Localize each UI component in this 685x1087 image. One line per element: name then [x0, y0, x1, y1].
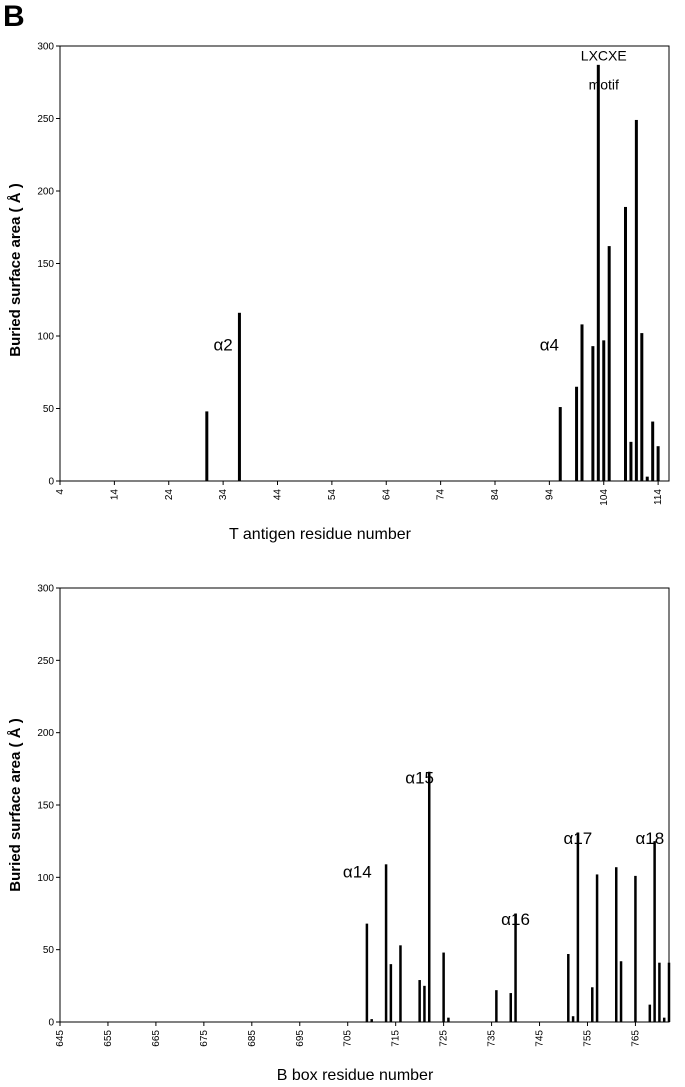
- x-axis-title: T antigen residue number: [229, 526, 412, 543]
- bar: [619, 961, 623, 1022]
- bar: [667, 962, 671, 1022]
- chart-t-antigen: Buried surface area ( Å ) T antigen resi…: [7, 42, 670, 543]
- y-axis-title: Buried surface area ( Å ): [7, 718, 24, 891]
- bar: [615, 867, 618, 1022]
- y-tick-label: 200: [37, 728, 54, 739]
- bar: [651, 421, 655, 481]
- bar: [596, 64, 600, 481]
- annotation-label: α2: [213, 336, 232, 355]
- bar: [580, 324, 584, 481]
- x-tick-label: 655: [103, 1030, 114, 1047]
- bar: [370, 1019, 373, 1022]
- annotation-label: α17: [564, 829, 593, 848]
- bar: [514, 913, 517, 1022]
- bar: [418, 980, 421, 1022]
- bar: [567, 954, 570, 1022]
- x-tick-label: 64: [381, 489, 392, 501]
- x-tick-label: 645: [55, 1030, 66, 1047]
- bar: [427, 771, 431, 1022]
- annotation-label: α4: [540, 336, 559, 355]
- bar: [653, 841, 656, 1022]
- y-tick-label: 250: [37, 114, 54, 125]
- bar: [607, 246, 611, 481]
- bar: [645, 476, 649, 481]
- y-axis-title: Buried surface area ( Å ): [7, 183, 24, 356]
- bar: [591, 987, 594, 1022]
- annotation-label: motif: [589, 77, 619, 93]
- y-tick-label: 300: [37, 42, 54, 53]
- bar: [442, 952, 445, 1022]
- bar: [389, 964, 393, 1022]
- bar: [624, 206, 627, 481]
- x-tick-label: 735: [487, 1030, 498, 1047]
- x-tick-label: 765: [630, 1030, 641, 1047]
- x-tick-label: 54: [327, 489, 338, 501]
- annotation-label: α15: [405, 768, 434, 787]
- bar: [634, 119, 638, 481]
- chart-b-box: Buried surface area ( Å ) B box residue …: [7, 584, 671, 1084]
- x-tick-label: 74: [436, 489, 447, 501]
- bar: [591, 346, 595, 481]
- x-axis-title: B box residue number: [277, 1067, 434, 1084]
- x-tick-label: 24: [164, 489, 175, 501]
- y-tick-label: 150: [37, 259, 54, 270]
- annotation-label: α14: [343, 862, 372, 881]
- panel-label: B: [3, 0, 25, 33]
- bar: [509, 993, 513, 1022]
- bar: [613, 481, 617, 482]
- bar: [595, 874, 599, 1022]
- x-tick-label: 44: [273, 489, 284, 501]
- bar: [365, 923, 369, 1022]
- x-tick-label: 725: [439, 1030, 450, 1047]
- bar: [602, 340, 606, 481]
- bar: [447, 1017, 450, 1022]
- x-tick-label: 695: [295, 1030, 306, 1047]
- bar: [656, 446, 660, 481]
- bar: [575, 386, 579, 481]
- bar: [648, 1004, 652, 1022]
- x-tick-label: 755: [582, 1030, 593, 1047]
- y-tick-label: 100: [37, 873, 54, 884]
- x-tick-label: 745: [535, 1030, 546, 1047]
- x-tick-label: 685: [247, 1030, 258, 1047]
- bar: [495, 990, 498, 1022]
- y-tick-label: 250: [37, 656, 54, 667]
- x-tick-label: 4: [55, 489, 66, 495]
- x-tick-label: 34: [218, 489, 229, 501]
- bar: [629, 441, 633, 481]
- x-tick-label: 705: [343, 1030, 354, 1047]
- bar: [237, 312, 241, 481]
- x-tick-label: 665: [151, 1030, 162, 1047]
- annotation-label: LXCXE: [581, 48, 627, 64]
- bar: [640, 333, 644, 481]
- y-tick-label: 50: [43, 404, 55, 415]
- bar: [205, 411, 209, 481]
- bar: [576, 832, 580, 1022]
- bar: [658, 962, 661, 1022]
- y-tick-label: 0: [48, 477, 54, 488]
- bar: [558, 407, 562, 481]
- y-tick-label: 100: [37, 332, 54, 343]
- y-tick-label: 200: [37, 187, 54, 198]
- y-tick-label: 50: [43, 945, 55, 956]
- y-tick-label: 150: [37, 801, 54, 812]
- bar: [384, 864, 388, 1022]
- x-tick-label: 14: [109, 489, 120, 501]
- bar: [634, 875, 637, 1022]
- annotation-label: α16: [501, 910, 530, 929]
- x-tick-label: 675: [199, 1030, 210, 1047]
- bar: [571, 1016, 575, 1022]
- bar: [399, 945, 402, 1022]
- x-tick-label: 114: [653, 489, 664, 505]
- bar: [423, 985, 426, 1022]
- x-tick-label: 84: [490, 489, 501, 501]
- x-tick-label: 94: [544, 489, 555, 501]
- x-tick-label: 715: [391, 1030, 402, 1047]
- annotation-label: α18: [635, 829, 664, 848]
- y-tick-label: 300: [37, 584, 54, 595]
- bar: [662, 1017, 666, 1022]
- x-tick-label: 104: [599, 489, 610, 506]
- y-tick-label: 0: [48, 1018, 54, 1029]
